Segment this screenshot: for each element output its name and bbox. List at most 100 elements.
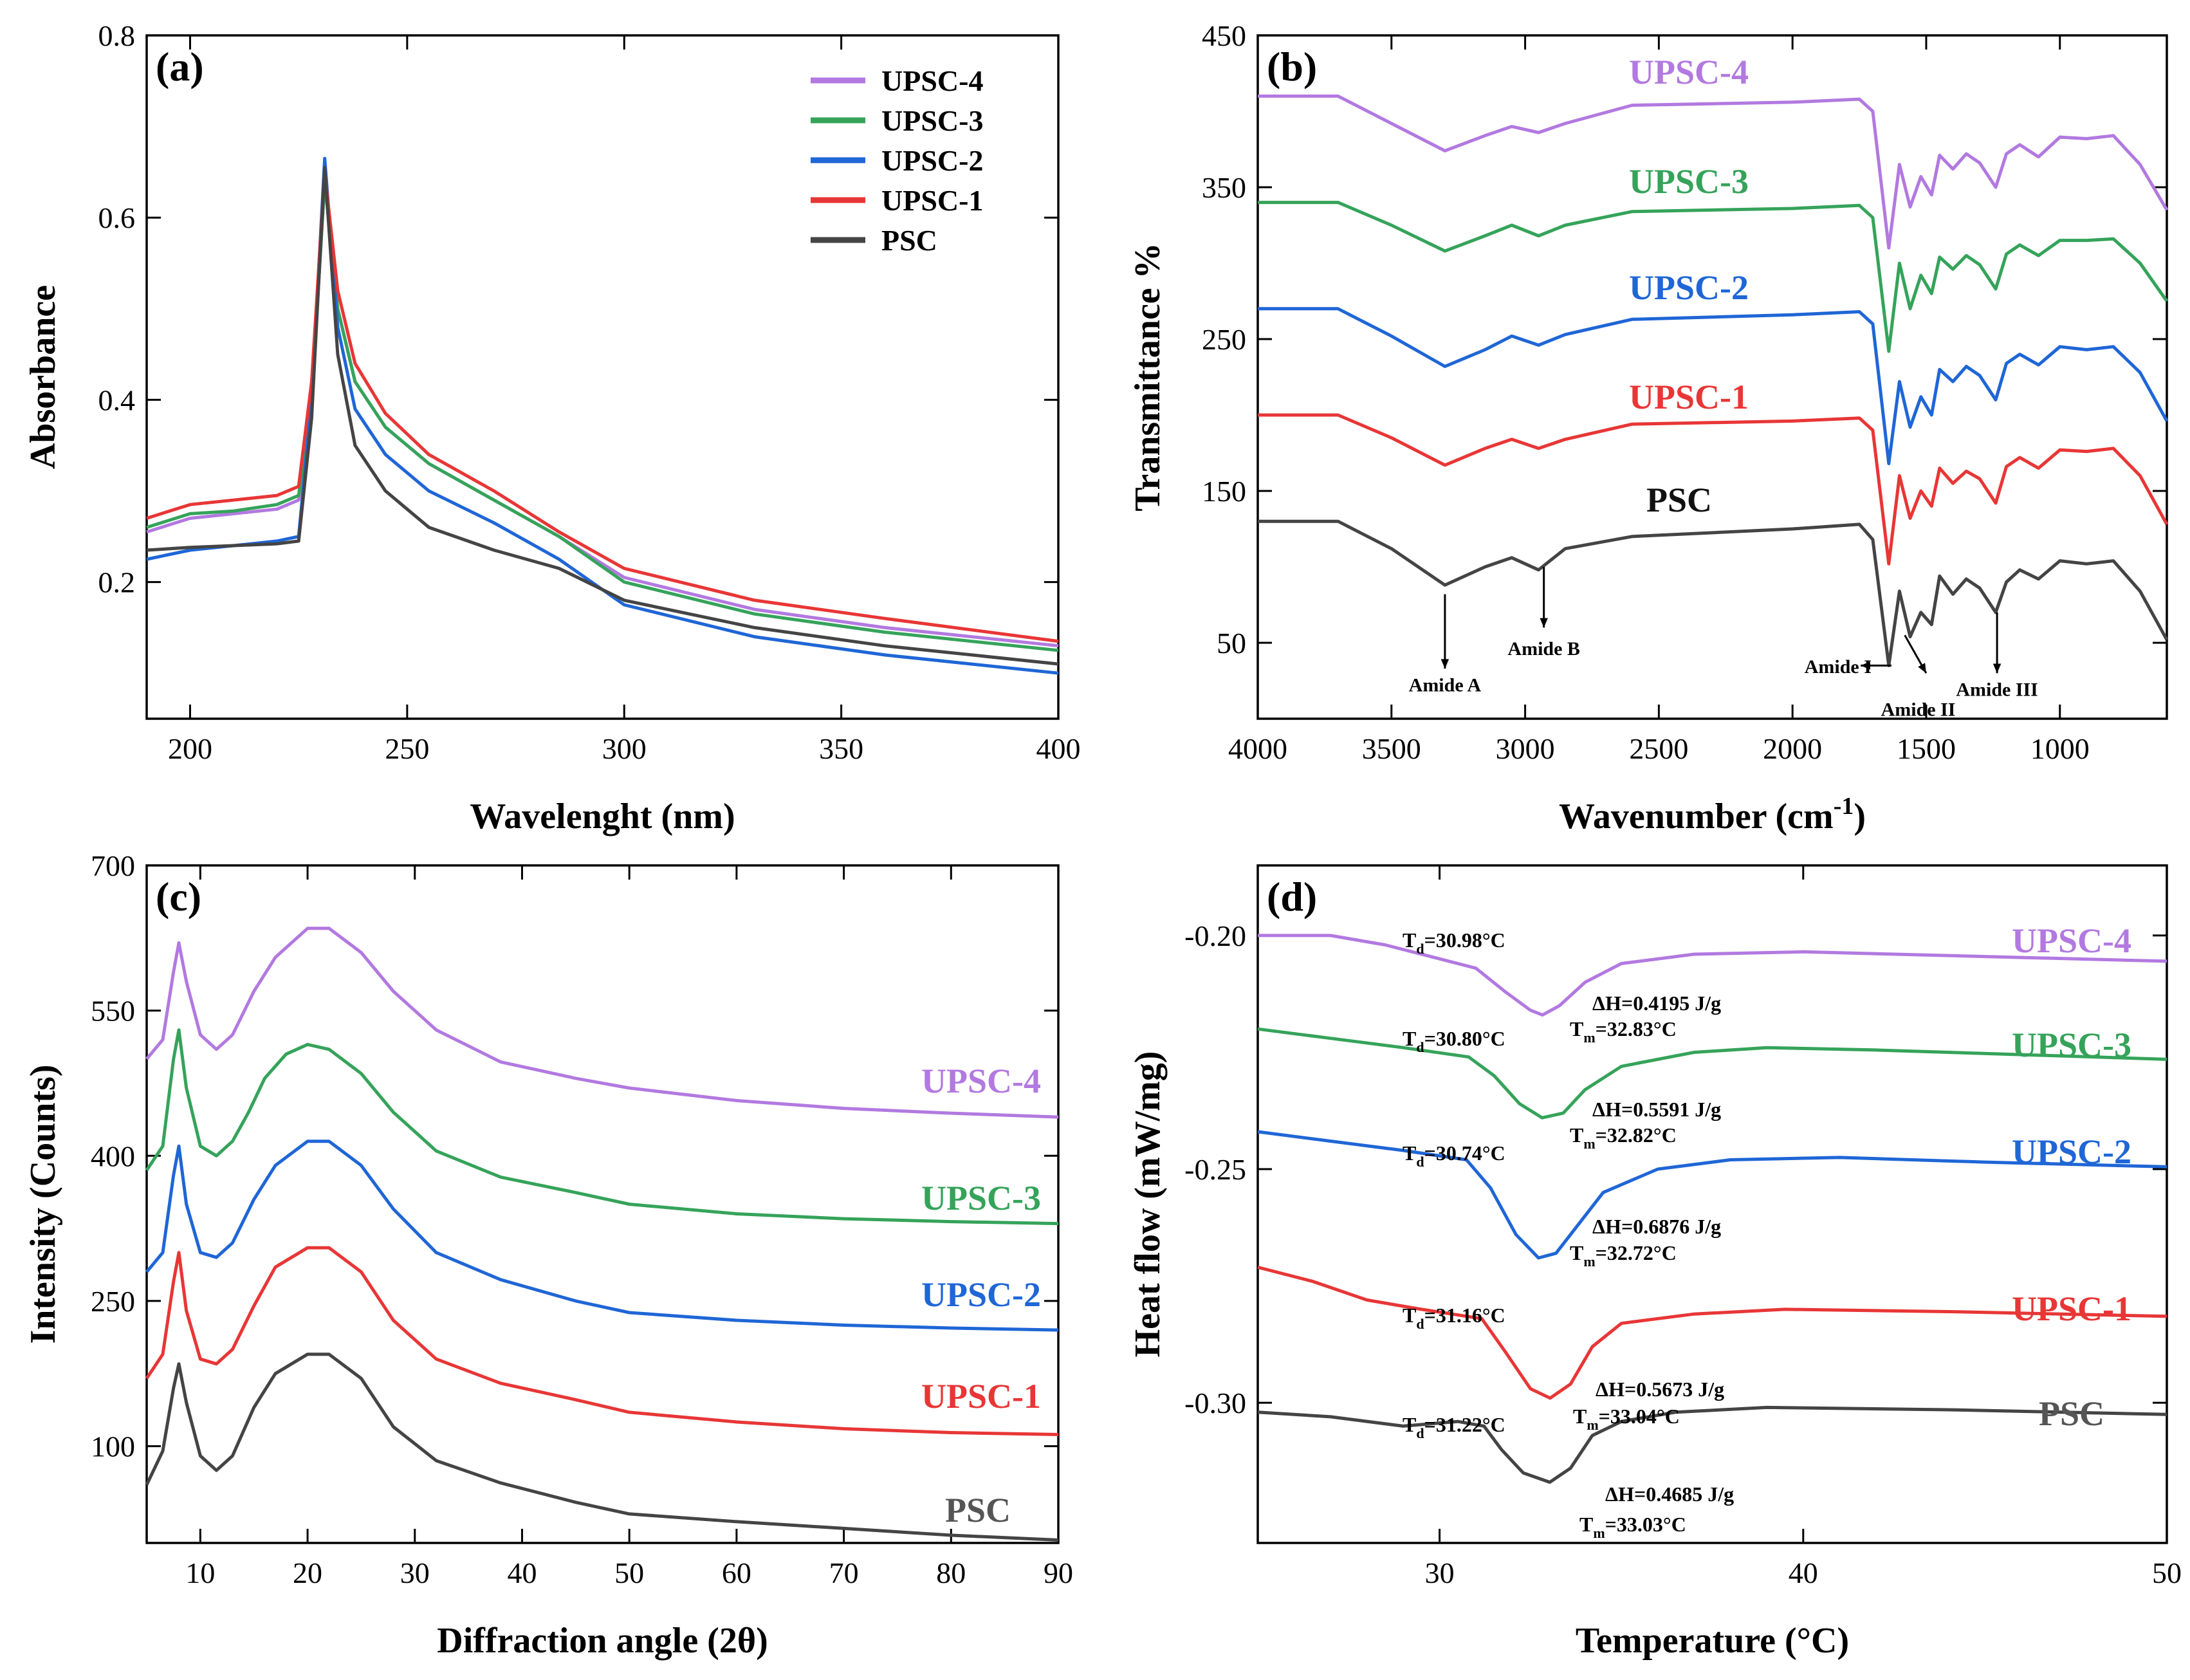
plot-frame [1256, 34, 2168, 720]
annotation: ΔH=0.4195 J/g [1592, 992, 1721, 1015]
y-tick-label: 50 [1217, 627, 1246, 660]
series-line-upsc-1 [146, 170, 1059, 643]
amide-ii-arrowhead [1918, 663, 1926, 674]
series-line-upsc-4 [1258, 94, 2169, 250]
x-tick-label: 300 [602, 732, 647, 765]
y-tick-label: 100 [91, 1430, 135, 1463]
panel-d: 30 40 50 -0.30 -0.25 -0.20 Temperature (°C) Hea… [1128, 864, 2182, 1661]
annotation: ΔH=0.5673 J/g [1596, 1378, 1724, 1401]
y-tick-label: 400 [91, 1140, 135, 1172]
legend-entry: UPSC-2 [881, 144, 983, 177]
x-tick-label: 80 [936, 1556, 966, 1589]
series-label: PSC [1646, 481, 1712, 519]
x-tick-label: 3500 [1362, 732, 1421, 765]
x-tick-label: 20 [293, 1556, 322, 1589]
x-tick-label: 10 [185, 1556, 215, 1589]
y-tick-label: 0.6 [98, 201, 136, 234]
x-tick-label: 50 [614, 1556, 644, 1589]
y-tick-label: 350 [1202, 171, 1246, 204]
y-axis-label: Intensity (Counts) [23, 1064, 63, 1343]
plot-frame [145, 34, 1060, 720]
x-tick-label: 4000 [1228, 732, 1287, 765]
x-tick-label: 50 [2152, 1556, 2182, 1589]
y-tick-label: 450 [1202, 19, 1246, 52]
x-tick-label: 70 [829, 1556, 859, 1589]
x-axis-label: Diffraction angle (2θ) [437, 1621, 768, 1661]
panel-b: 4000 3500 3000 2500 2000 1500 1000 50 150 250 350 4… [1128, 19, 2169, 836]
panel-c: 10 20 30 40 50 60 70 80 90 100 250 400 550 700 Diffrac… [23, 849, 1073, 1661]
series-line-upsc-1 [145, 1246, 1059, 1436]
series-line-upsc-1 [1257, 1266, 2167, 1400]
x-tick-label: 250 [385, 732, 429, 765]
x-tick-label: 350 [819, 732, 863, 765]
series-label: UPSC-2 [1629, 268, 1749, 307]
series-label: UPSC-4 [1629, 53, 1749, 91]
series-label: UPSC-2 [2012, 1132, 2131, 1171]
annotation: Amide II [1881, 699, 1956, 720]
y-tick-label: 0.2 [98, 566, 136, 599]
amide-i-arrowhead [1861, 661, 1870, 670]
annotation: Tm=32.83°C [1570, 1017, 1677, 1046]
annotation: Td=30.74°C [1403, 1141, 1505, 1170]
series-line-psc [145, 1352, 1059, 1542]
x-tick-label: 1000 [2030, 732, 2090, 765]
series-label: UPSC-4 [2012, 921, 2131, 960]
x-tick-label: 90 [1044, 1556, 1073, 1589]
annotation: Amide I [1805, 656, 1872, 678]
x-tick-label: 2000 [1763, 732, 1822, 765]
amide-b-arrowhead [1540, 618, 1548, 628]
series-line-psc [146, 165, 1059, 666]
annotation: ΔH=0.4685 J/g [1605, 1482, 1734, 1506]
legend-entry: UPSC-3 [881, 104, 983, 137]
series-line-upsc-3 [146, 180, 1059, 652]
series-label: UPSC-2 [921, 1275, 1041, 1314]
series-line-upsc-4 [1258, 934, 2167, 1017]
x-tick-label: 2500 [1629, 732, 1688, 765]
x-tick-label: 40 [507, 1556, 537, 1589]
x-tick-label: 30 [400, 1556, 430, 1589]
series-line-psc [1258, 519, 2169, 667]
x-tick-label: 1500 [1897, 732, 1956, 765]
series-line-upsc-2 [1258, 307, 2169, 465]
annotation: Tm=32.72°C [1570, 1241, 1677, 1269]
annotation: Amide A [1409, 675, 1482, 696]
plot-frame [1256, 864, 2168, 1544]
y-axis-label: Absorbance [23, 285, 63, 469]
annotation: Tm=32.82°C [1570, 1123, 1677, 1152]
y-tick-label: 150 [1202, 475, 1246, 508]
annotation: Amide III [1956, 679, 2038, 701]
series-line-upsc-2 [145, 1140, 1059, 1332]
annotation: Td=30.98°C [1403, 928, 1505, 957]
y-tick-label: -0.25 [1184, 1153, 1246, 1186]
series-line-upsc-4 [145, 927, 1059, 1119]
series-line-upsc-2 [146, 156, 1059, 675]
series-label: UPSC-4 [921, 1062, 1041, 1100]
series-line-upsc-3 [1258, 201, 2169, 353]
y-tick-label: -0.20 [1184, 919, 1246, 952]
y-tick-label: 250 [1202, 323, 1246, 356]
annotation: Tm=33.03°C [1579, 1513, 1686, 1541]
y-tick-label: 250 [91, 1285, 135, 1318]
annotation: Amide B [1507, 638, 1580, 660]
x-tick-label: 60 [722, 1556, 751, 1589]
annotation: Td=31.22°C [1403, 1413, 1505, 1441]
plot-frame [145, 864, 1060, 1544]
annotation: ΔH=0.6876 J/g [1592, 1215, 1721, 1238]
x-tick-label: 40 [1789, 1556, 1818, 1589]
annotation: ΔH=0.5591 J/g [1592, 1098, 1721, 1121]
y-tick-label: 700 [91, 849, 135, 882]
x-tick-label: 400 [1036, 732, 1081, 765]
legend-entry: UPSC-4 [881, 64, 983, 97]
y-tick-label: 0.4 [98, 383, 136, 416]
x-axis-label: Wavenumber (cm-1) [1559, 793, 1866, 836]
series-line-psc [1257, 1405, 2167, 1484]
amide-a-arrowhead [1440, 659, 1449, 669]
panel-label: (b) [1267, 44, 1317, 89]
series-line-upsc-1 [1258, 413, 2169, 566]
y-axis-label: Transmittance % [1128, 243, 1168, 511]
x-tick-label: 3000 [1496, 732, 1555, 765]
legend-entry: PSC [881, 224, 937, 257]
panel-label: (a) [156, 44, 204, 89]
legend-entry: UPSC-1 [881, 184, 983, 217]
